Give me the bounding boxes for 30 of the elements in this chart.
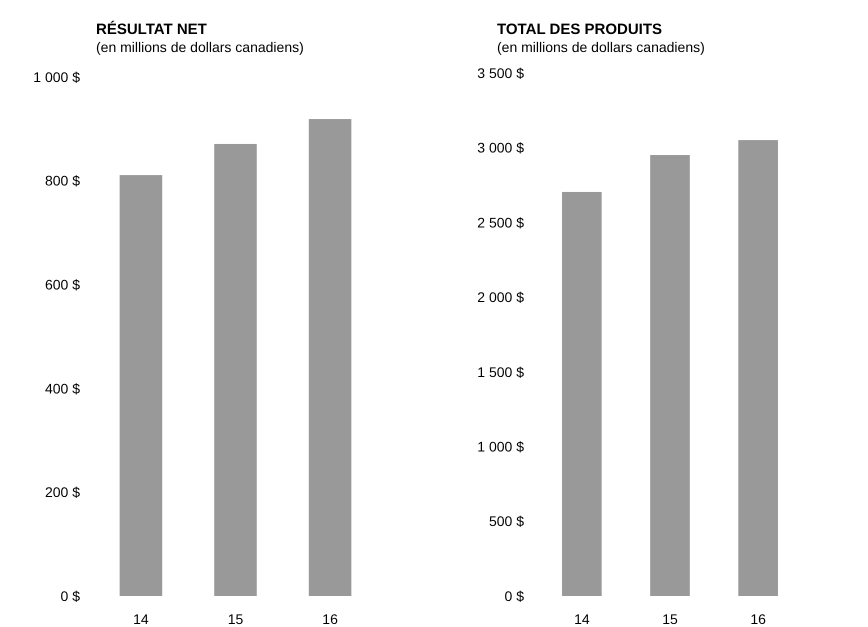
chart-subtitle: (en millions de dollars canadiens) [96, 39, 304, 55]
x-tick-label: 16 [750, 610, 766, 627]
chart-title: RÉSULTAT NET [96, 20, 207, 38]
chart-title: TOTAL DES PRODUITS [497, 21, 662, 38]
x-tick-label: 14 [133, 610, 149, 627]
x-tick-label: 14 [574, 610, 590, 627]
y-tick-label: 0 $ [504, 588, 524, 604]
x-tick-label: 15 [228, 610, 244, 627]
bar [120, 175, 162, 596]
y-tick-label: 400 $ [44, 380, 80, 396]
y-tick-label: 500 $ [488, 513, 524, 530]
y-tick-label: 3 500 $ [477, 64, 524, 81]
y-tick-label: 1 000 $ [477, 438, 524, 454]
bar [562, 192, 602, 596]
bar [650, 155, 690, 596]
x-tick-label: 16 [322, 610, 338, 627]
bar [308, 119, 352, 596]
chart-subtitle: (en millions de dollars canadiens) [497, 39, 705, 55]
y-tick-label: 1 000 $ [33, 68, 80, 85]
y-tick-label: 1 500 $ [477, 364, 524, 380]
y-tick-label: 2 500 $ [477, 214, 524, 230]
x-tick-label: 15 [662, 610, 678, 627]
y-tick-label: 800 $ [44, 172, 80, 189]
bar [738, 140, 778, 596]
y-tick-label: 2 000 $ [477, 289, 524, 306]
bar [214, 144, 257, 596]
y-tick-label: 200 $ [44, 484, 80, 500]
y-tick-label: 600 $ [44, 276, 80, 292]
y-tick-label: 0 $ [60, 588, 80, 604]
y-tick-label: 3 000 $ [477, 140, 524, 156]
